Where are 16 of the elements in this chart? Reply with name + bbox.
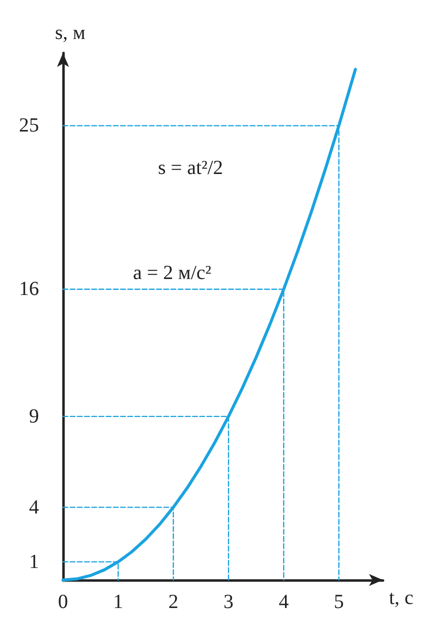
x-tick-label: 1 bbox=[113, 591, 124, 613]
annotation: s = at²/2 bbox=[158, 157, 224, 179]
x-axis-title: t, с bbox=[389, 587, 414, 609]
line-series bbox=[62, 68, 357, 582]
y-tick-label: 25 bbox=[19, 114, 39, 137]
y-tick-label: 1 bbox=[29, 550, 39, 573]
y-tick-label: 9 bbox=[29, 405, 39, 428]
annotation: a = 2 м/с² bbox=[133, 262, 212, 284]
x-tick-label: 5 bbox=[334, 591, 344, 613]
x-tick-label: 0 bbox=[58, 591, 68, 613]
x-tick-label: 2 bbox=[168, 591, 178, 613]
y-tick-label: 16 bbox=[19, 278, 39, 300]
y-axis-title: s, м bbox=[55, 22, 86, 44]
x-tick-label: 4 bbox=[278, 591, 289, 613]
x-tick-label: 3 bbox=[224, 591, 234, 613]
y-tick-label: 4 bbox=[29, 496, 39, 518]
